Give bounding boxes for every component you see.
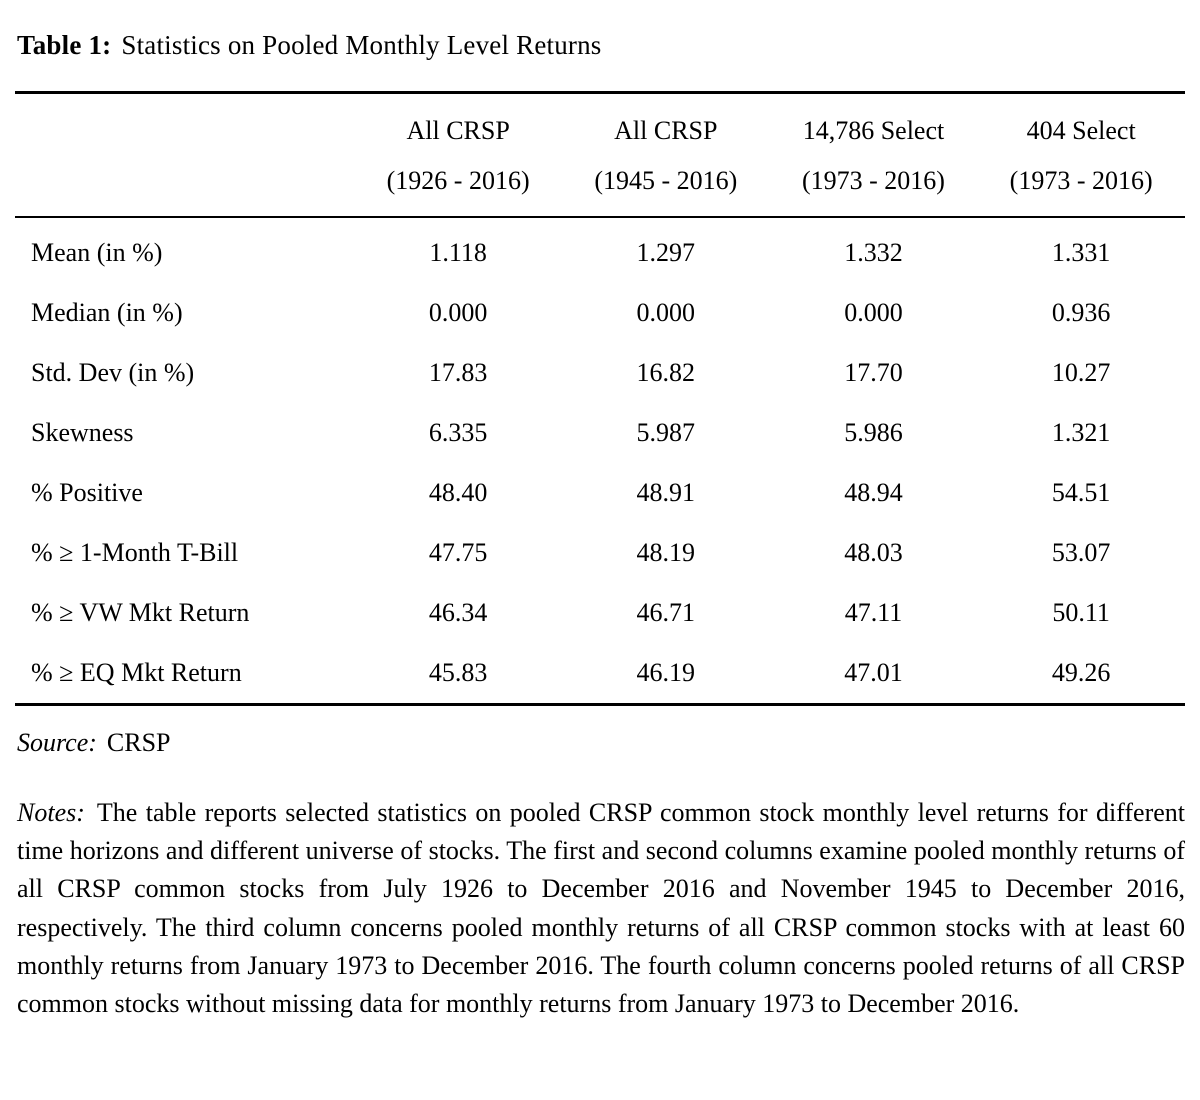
cell-value: 48.03: [844, 538, 903, 567]
column-header: All CRSP (1945 - 2016): [561, 92, 770, 218]
source-label: Source:: [17, 728, 97, 757]
notes-paragraph: Notes: The table reports selected statist…: [17, 794, 1185, 1023]
cell-value: 0.000: [428, 298, 488, 327]
row-label: Skewness: [31, 418, 134, 447]
row-label: % ≥ 1-Month T-Bill: [31, 538, 239, 567]
cell-value: 10.27: [1051, 358, 1111, 387]
stats-table: All CRSP (1926 - 2016) All CRSP (1945 - …: [15, 91, 1185, 706]
table-row: Median (in %) 0.000 0.000 0.000 0.936: [15, 283, 1185, 343]
cell-value: 47.11: [844, 598, 903, 627]
row-label: % ≥ VW Mkt Return: [31, 598, 250, 627]
column-header: 14,786 Select (1973 - 2016): [769, 92, 978, 218]
cell-value: 5.987: [636, 418, 696, 447]
cell-value: 0.936: [1051, 298, 1111, 327]
table-row: % ≥ VW Mkt Return 46.34 46.71 47.11 50.1…: [15, 583, 1185, 643]
cell-value: 46.34: [428, 598, 488, 627]
row-label: Mean (in %): [31, 238, 163, 267]
header-corner: [15, 92, 355, 218]
column-period: (1926 - 2016): [386, 166, 530, 195]
table-row: Mean (in %) 1.118 1.297 1.332 1.331: [15, 217, 1185, 283]
cell-value: 47.01: [844, 658, 903, 687]
cell-value: 1.118: [429, 238, 487, 267]
cell-value: 48.91: [636, 478, 696, 507]
cell-value: 1.321: [1051, 418, 1111, 447]
row-label: Median (in %): [31, 298, 183, 327]
column-header: 404 Select (1973 - 2016): [977, 92, 1185, 218]
cell-value: 48.40: [428, 478, 488, 507]
cell-value: 45.83: [428, 658, 488, 687]
cell-value: 17.83: [428, 358, 488, 387]
cell-value: 17.70: [844, 358, 903, 387]
column-name: 14,786 Select: [802, 116, 945, 145]
cell-value: 48.94: [844, 478, 903, 507]
table-number: Table 1:: [17, 30, 112, 60]
table-caption: Statistics on Pooled Monthly Level Retur…: [121, 30, 602, 60]
cell-value: 48.19: [636, 538, 696, 567]
cell-value: 0.000: [844, 298, 903, 327]
cell-value: 16.82: [636, 358, 696, 387]
cell-value: 6.335: [428, 418, 488, 447]
cell-value: 47.75: [428, 538, 488, 567]
cell-value: 50.11: [1052, 598, 1110, 627]
table-row: % Positive 48.40 48.91 48.94 54.51: [15, 463, 1185, 523]
column-period: (1973 - 2016): [1009, 166, 1153, 195]
cell-value: 46.71: [636, 598, 696, 627]
cell-value: 5.986: [844, 418, 903, 447]
source-line: Source: CRSP: [17, 728, 1185, 758]
column-name: All CRSP: [614, 116, 718, 145]
table-row: % ≥ EQ Mkt Return 45.83 46.19 47.01 49.2…: [15, 643, 1185, 705]
table-body: Mean (in %) 1.118 1.297 1.332 1.331 Medi…: [15, 217, 1185, 705]
row-label: Std. Dev (in %): [31, 358, 195, 387]
column-period: (1973 - 2016): [801, 166, 945, 195]
notes-text: The table reports selected statistics on…: [17, 798, 1185, 1019]
table-row: Skewness 6.335 5.987 5.986 1.321: [15, 403, 1185, 463]
cell-value: 0.000: [636, 298, 696, 327]
column-name: 404 Select: [1026, 116, 1136, 145]
cell-value: 46.19: [636, 658, 696, 687]
cell-value: 49.26: [1051, 658, 1111, 687]
column-header: All CRSP (1926 - 2016): [354, 92, 562, 218]
row-label: % ≥ EQ Mkt Return: [31, 658, 242, 687]
notes-label: Notes:: [17, 798, 85, 827]
table-row: Std. Dev (in %) 17.83 16.82 17.70 10.27: [15, 343, 1185, 403]
cell-value: 54.51: [1051, 478, 1111, 507]
row-label: % Positive: [31, 478, 143, 507]
table-title: Table 1: Statistics on Pooled Monthly Lev…: [17, 30, 1185, 61]
cell-value: 1.332: [844, 238, 903, 267]
column-period: (1945 - 2016): [594, 166, 738, 195]
source-text: CRSP: [106, 728, 171, 757]
cell-value: 53.07: [1051, 538, 1111, 567]
table-row: % ≥ 1-Month T-Bill 47.75 48.19 48.03 53.…: [15, 523, 1185, 583]
table-header: All CRSP (1926 - 2016) All CRSP (1945 - …: [15, 92, 1185, 218]
cell-value: 1.297: [636, 238, 696, 267]
column-name: All CRSP: [406, 116, 510, 145]
cell-value: 1.331: [1051, 238, 1111, 267]
